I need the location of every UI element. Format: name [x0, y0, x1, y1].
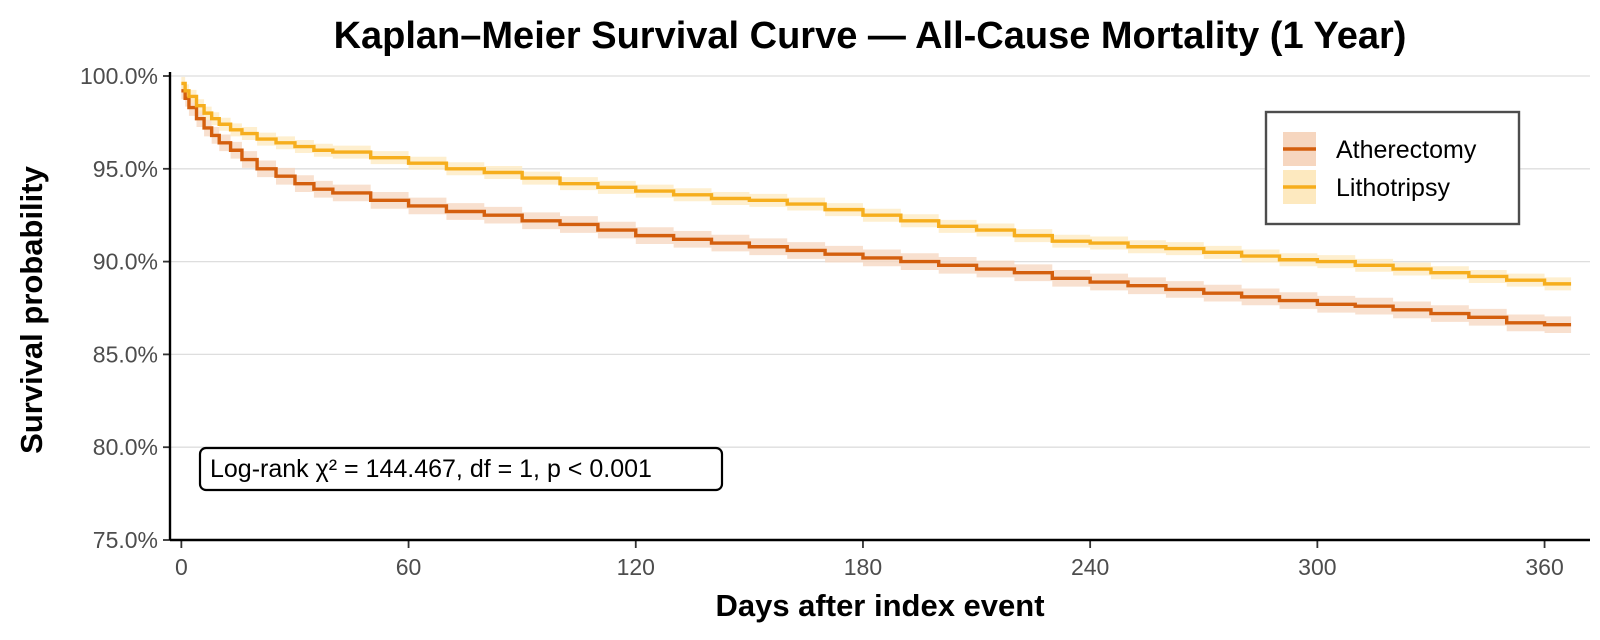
x-tick-label: 0 — [175, 554, 188, 580]
x-tick-label: 120 — [617, 554, 655, 580]
x-tick-label: 300 — [1298, 554, 1336, 580]
y-tick-label: 85.0% — [93, 341, 158, 367]
atherectomy-legend-label: Atherectomy — [1336, 136, 1477, 164]
survival-curves — [181, 81, 1572, 327]
tick-labels: 75.0% 80.0% 85.0% 90.0% 95.0% 100.0% 0 60 120 180… — [80, 63, 1564, 580]
atherectomy-curve — [181, 89, 1572, 327]
y-tick-label: 90.0% — [93, 249, 158, 275]
lithotripsy-curve — [181, 81, 1572, 286]
chart-title: Kaplan–Meier Survival Curve — All-Cause … — [334, 15, 1407, 57]
annotation-text: Log-rank χ² = 144.467, df = 1, p < 0.001 — [210, 455, 652, 483]
y-tick-label: 80.0% — [93, 434, 158, 460]
axes — [163, 72, 1590, 548]
atherectomy-ci-band — [181, 82, 1572, 334]
y-tick-label: 75.0% — [93, 527, 158, 553]
x-tick-label: 60 — [396, 554, 422, 580]
x-tick-label: 360 — [1525, 554, 1563, 580]
annotation-box — [198, 446, 724, 492]
y-axis-title: Survival probability — [14, 165, 49, 453]
x-axis-title: Days after index event — [715, 588, 1044, 623]
x-tick-label: 240 — [1071, 554, 1109, 580]
y-tick-label: 95.0% — [93, 156, 158, 182]
legend: Atherectomy Lithotripsy — [1264, 110, 1521, 226]
log-rank-annotation: Log-rank χ² = 144.467, df = 1, p < 0.001 — [198, 446, 724, 492]
y-tick-label: 100.0% — [80, 63, 158, 89]
legend-box — [1264, 110, 1521, 226]
x-tick-label: 180 — [844, 554, 882, 580]
lithotripsy-legend-label: Lithotripsy — [1336, 174, 1450, 202]
